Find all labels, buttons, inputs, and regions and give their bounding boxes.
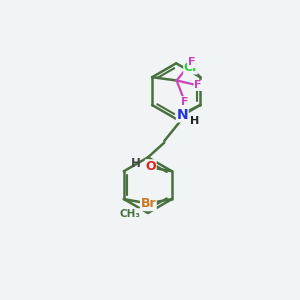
Text: N: N — [176, 108, 188, 122]
Text: H: H — [190, 116, 199, 126]
Text: H: H — [131, 157, 141, 169]
Text: F: F — [181, 97, 189, 107]
Text: F: F — [194, 80, 202, 90]
Text: F: F — [188, 58, 195, 68]
Text: O: O — [144, 197, 155, 211]
Text: CH₃: CH₃ — [120, 209, 141, 219]
Text: O: O — [146, 160, 156, 173]
Text: Br: Br — [141, 197, 156, 211]
Text: Cl: Cl — [184, 61, 197, 74]
